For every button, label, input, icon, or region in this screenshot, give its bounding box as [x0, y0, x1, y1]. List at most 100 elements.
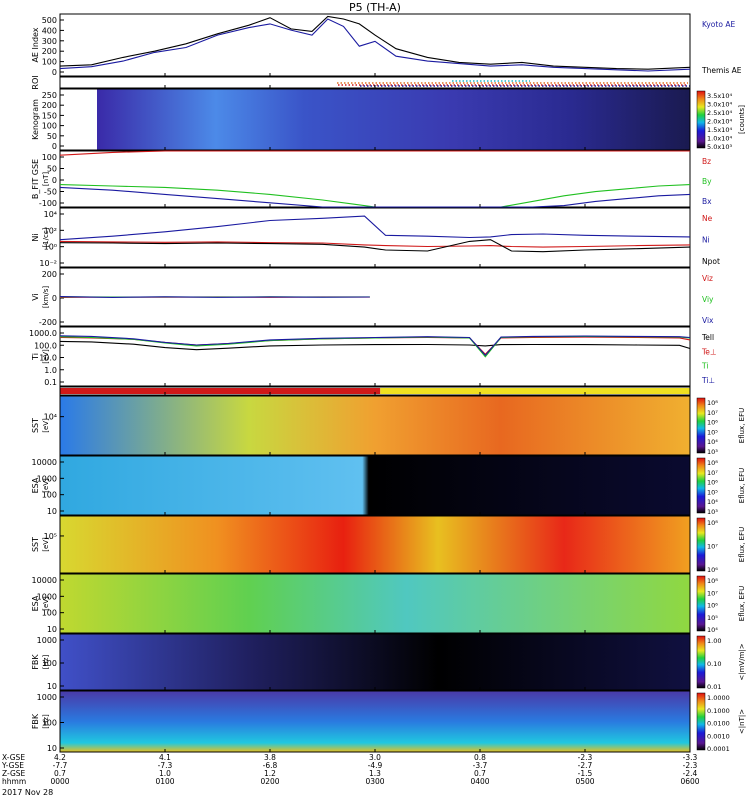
- y-label-0: AE Index: [31, 27, 40, 62]
- series-line-6-0: [59, 340, 691, 351]
- y-tick-4-0: 10⁴: [44, 210, 57, 219]
- mode-bar-fast: [380, 388, 690, 394]
- panel-11: ESA [eV] 10000 1000 100 10 10⁸ 10⁷ 10⁶ 10⁵ 10⁴ Eflu…: [31, 573, 746, 634]
- y-units-13: [Hz]: [42, 714, 50, 729]
- legend-entry-3-2: Bx: [702, 197, 712, 206]
- colorbar-label-13: <|nT|>: [738, 709, 746, 734]
- axis-row-value-0-2: 3.8: [264, 753, 276, 762]
- spectrogram-10: [60, 516, 690, 573]
- y-label-8: SST: [31, 418, 40, 433]
- colorbar-10: [696, 517, 706, 572]
- axis-row-value-0-1: 4.1: [159, 753, 171, 762]
- legend-entry-6-2: Ti: [701, 362, 708, 371]
- y-tick-4-3: 10⁻²: [39, 259, 57, 268]
- colorbar-tick-13-3: 0.0010: [707, 732, 730, 740]
- y-tick-9-2: 100: [42, 491, 57, 500]
- axis-row-value-0-6: -3.3: [683, 753, 698, 762]
- series-line-6-1: [59, 336, 691, 355]
- legend-entry-0-1: Themis AE: [701, 66, 742, 75]
- colorbar-label-8: Eflux, EFU: [738, 408, 746, 443]
- y-units-6: [eV]: [42, 349, 50, 364]
- y-tick-12-2: 10: [47, 682, 57, 691]
- colorbar-tick-11-0: 10⁸: [707, 577, 718, 585]
- colorbar-8: [696, 397, 706, 454]
- axis-row-value-1-5: -2.7: [578, 761, 593, 770]
- legend-entry-3-0: Bz: [702, 157, 711, 166]
- y-tick-3-1: 50: [47, 165, 57, 174]
- panel-frame-4: [59, 207, 691, 268]
- colorbar-tick-9-4: 10⁴: [707, 498, 718, 506]
- axis-row-value-3-5: 0500: [575, 777, 594, 786]
- colorbar-label-10: Eflux, EFU: [738, 527, 746, 562]
- y-tick-10-0: 10⁵: [44, 532, 57, 541]
- y-label-6: Ti: [31, 353, 40, 361]
- y-label-1: ROI: [31, 75, 40, 89]
- plot-date: 2017 Nov 28: [2, 788, 53, 797]
- series-line-4-0: [59, 240, 691, 248]
- y-tick-11-3: 10: [47, 625, 57, 634]
- axis-row-value-1-3: -4.9: [368, 761, 383, 770]
- axis-row-label-0: X-GSE: [2, 753, 25, 762]
- y-tick-13-0: 1000: [37, 693, 57, 702]
- legend-entry-6-1: Te⊥: [701, 347, 716, 356]
- colorbar-tick-2-6: 5.0x10³: [707, 143, 732, 151]
- panel-12: FBK [Hz] 1000 100 10 1.00 0.10 0.01 <|mV/m|>: [31, 633, 746, 691]
- y-units-5: [km/s]: [42, 286, 50, 309]
- spectrogram-2: [97, 89, 690, 150]
- panel-frame-0: [59, 13, 691, 77]
- y-label-9: ESA: [31, 477, 40, 493]
- axis-row-value-3-1: 0100: [155, 777, 174, 786]
- colorbar-tick-9-2: 10⁶: [707, 479, 718, 487]
- panel-1: ROI: [31, 75, 691, 90]
- y-tick-6-0: 1000.0: [29, 329, 57, 338]
- colorbar-tick-11-2: 10⁶: [707, 602, 718, 610]
- y-units-10: [eV]: [42, 537, 50, 552]
- legend-entry-5-1: Viy: [702, 295, 714, 304]
- y-tick-5-1: 0: [52, 294, 57, 303]
- colorbar-tick-13-0: 1.0000: [707, 694, 730, 702]
- y-tick-0-0: 500: [42, 16, 57, 25]
- series-line-3-1: [59, 184, 691, 208]
- y-units-12: [Hz]: [42, 655, 50, 670]
- axis-row-label-3: hhmm: [2, 777, 26, 786]
- series-line-0-0: [59, 18, 691, 72]
- colorbar-tick-9-0: 10⁸: [707, 459, 718, 467]
- y-units-11: [eV]: [42, 596, 50, 611]
- colorbar-tick-2-2: 2.5x10⁴: [707, 109, 732, 117]
- y-tick-6-3: 1.0: [44, 366, 57, 375]
- y-tick-9-3: 10: [47, 507, 57, 516]
- colorbar-13: [696, 692, 706, 751]
- axis-row-value-2-5: -1.5: [578, 769, 593, 778]
- axis-row-value-1-0: -7.7: [53, 761, 68, 770]
- colorbar-2: [696, 90, 706, 149]
- y-tick-5-2: -200: [39, 318, 57, 327]
- axis-row-value-2-1: 1.0: [159, 769, 171, 778]
- y-tick-5-0: 200: [42, 270, 57, 279]
- axis-row-value-3-0: 0000: [50, 777, 69, 786]
- legend-entry-6-3: Ti⊥: [701, 376, 715, 385]
- y-tick-3-4: -100: [39, 199, 57, 208]
- panel-7: [59, 386, 691, 396]
- axis-row-value-0-5: -2.3: [578, 753, 593, 762]
- spectrogram-12: [60, 634, 690, 690]
- y-tick-2-4: 50: [47, 132, 57, 141]
- y-tick-0-4: 100: [42, 58, 57, 67]
- panel-3: B_FIT GSE [nT] 100 50 0 -50 -100 Bz By Bx: [31, 150, 712, 208]
- y-units-9: [eV]: [42, 478, 50, 493]
- plot-title: P5 (TH-A): [349, 1, 401, 14]
- spectrogram-11: [60, 574, 690, 633]
- panel-frame-3: [59, 150, 691, 208]
- colorbar-tick-2-3: 2.0x10⁴: [707, 118, 732, 126]
- y-label-10: SST: [31, 537, 40, 552]
- legend-entry-4-1: Ni: [702, 236, 710, 245]
- colorbar-11: [696, 575, 706, 632]
- y-tick-13-2: 10: [47, 744, 57, 753]
- axis-row-value-2-0: 0.7: [54, 769, 66, 778]
- series-line-4-1: [59, 215, 691, 241]
- y-label-13: FBK: [31, 713, 40, 729]
- y-tick-6-4: 0.1: [44, 378, 57, 387]
